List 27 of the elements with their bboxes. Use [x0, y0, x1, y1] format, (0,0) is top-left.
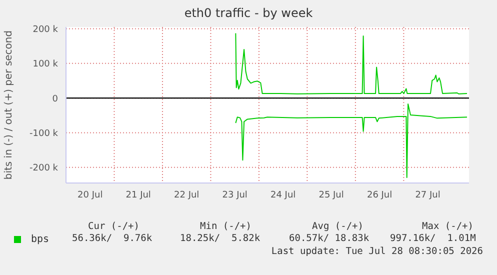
line-series	[235, 32, 468, 94]
x-tick-label: 27 Jul	[415, 190, 440, 200]
y-tick-label: -200 k	[30, 164, 59, 174]
text: 997.16k/ 1.01M	[390, 233, 476, 244]
x-tick-label: 24 Jul	[270, 190, 296, 200]
x-tick-label: 23 Jul	[222, 190, 248, 200]
legend-label: bps	[31, 234, 50, 245]
y-axis-title: bits in (-) / out (+) per second	[4, 30, 15, 180]
x-tick-label: 20 Jul	[78, 190, 103, 200]
text: Avg (-/+)	[312, 221, 364, 232]
text: 56.36k/ 9.76k	[72, 233, 152, 244]
y-tick-label: 200 k	[32, 24, 59, 35]
y-tick-label: -100 k	[30, 128, 59, 139]
y-tick-label: 0	[52, 94, 58, 104]
text: Last update: Tue Jul 28 08:30:05 2026	[271, 246, 483, 257]
x-tick-label: 21 Jul	[126, 190, 151, 200]
chart-title: eth0 traffic - by week	[183, 6, 314, 20]
text: Min (-/+)	[200, 221, 252, 232]
text: 18.25k/ 5.82k	[180, 233, 260, 244]
y-tick-label: 100 k	[32, 60, 59, 70]
line-series	[235, 103, 468, 178]
x-tick-label: 25 Jul	[318, 190, 344, 200]
x-tick-label: 26 Jul	[366, 190, 392, 200]
x-tick-label: 22 Jul	[174, 190, 200, 200]
text: 60.57k/ 18.83k	[289, 233, 370, 244]
text: Max (-/+)	[422, 221, 474, 232]
text: Cur (-/+)	[88, 221, 140, 232]
